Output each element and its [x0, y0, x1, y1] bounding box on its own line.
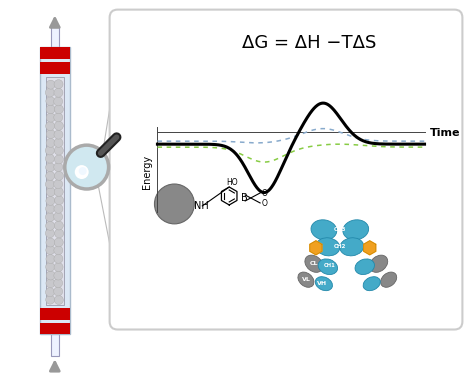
Ellipse shape — [355, 259, 375, 274]
Text: VH: VH — [317, 281, 327, 286]
Ellipse shape — [370, 255, 388, 272]
Circle shape — [46, 221, 55, 230]
Bar — [46, 77, 64, 305]
Text: HO: HO — [226, 178, 238, 187]
Text: CH3: CH3 — [333, 227, 346, 232]
Circle shape — [54, 130, 63, 139]
Ellipse shape — [318, 259, 338, 274]
Circle shape — [54, 212, 63, 221]
Text: Time: Time — [430, 128, 460, 138]
Circle shape — [54, 113, 63, 122]
Circle shape — [54, 180, 63, 188]
Circle shape — [46, 163, 55, 172]
Text: O: O — [262, 199, 268, 208]
Circle shape — [55, 171, 64, 180]
Circle shape — [46, 279, 55, 288]
Ellipse shape — [316, 238, 340, 256]
Text: O: O — [262, 190, 268, 198]
Text: CL: CL — [310, 261, 318, 266]
Text: ΔG = ΔH −TΔS: ΔG = ΔH −TΔS — [242, 34, 376, 52]
Circle shape — [46, 130, 55, 139]
Circle shape — [45, 213, 55, 222]
Circle shape — [45, 229, 54, 238]
Circle shape — [54, 279, 63, 288]
Bar — [51, 334, 59, 356]
Circle shape — [45, 288, 55, 297]
Polygon shape — [310, 241, 322, 255]
Circle shape — [46, 172, 55, 180]
Bar — [40, 63, 70, 74]
Circle shape — [155, 184, 194, 224]
Text: B: B — [241, 193, 248, 203]
Circle shape — [46, 138, 55, 147]
Ellipse shape — [343, 220, 368, 240]
Circle shape — [54, 97, 63, 106]
Circle shape — [75, 165, 89, 179]
Circle shape — [46, 187, 55, 196]
Circle shape — [46, 254, 55, 264]
Ellipse shape — [315, 277, 333, 291]
Circle shape — [65, 145, 109, 189]
Ellipse shape — [381, 272, 396, 287]
Ellipse shape — [305, 255, 323, 272]
Text: CH2: CH2 — [333, 244, 346, 249]
Circle shape — [54, 254, 63, 263]
Text: CH1: CH1 — [324, 263, 336, 268]
Circle shape — [55, 155, 64, 164]
FancyBboxPatch shape — [110, 10, 462, 329]
Circle shape — [54, 88, 63, 97]
Circle shape — [55, 196, 64, 205]
Ellipse shape — [298, 272, 314, 287]
Circle shape — [46, 80, 55, 89]
Circle shape — [46, 97, 55, 106]
Circle shape — [46, 105, 55, 114]
Bar — [51, 26, 59, 48]
Circle shape — [54, 146, 64, 155]
Circle shape — [46, 113, 55, 122]
Circle shape — [54, 204, 63, 213]
Text: NH: NH — [194, 201, 209, 211]
Circle shape — [55, 229, 64, 238]
Circle shape — [45, 154, 54, 163]
Circle shape — [54, 162, 63, 172]
Circle shape — [54, 121, 64, 130]
Circle shape — [46, 295, 55, 304]
Circle shape — [46, 238, 55, 247]
Circle shape — [54, 263, 63, 271]
Bar — [40, 323, 70, 334]
Ellipse shape — [363, 277, 380, 291]
Text: Energy: Energy — [142, 155, 153, 189]
Circle shape — [46, 262, 55, 271]
Circle shape — [54, 187, 63, 196]
Circle shape — [46, 271, 55, 280]
Circle shape — [46, 204, 55, 213]
Circle shape — [55, 105, 64, 114]
Circle shape — [54, 296, 64, 305]
Bar — [40, 48, 70, 334]
Circle shape — [54, 271, 63, 280]
Circle shape — [45, 180, 54, 189]
Ellipse shape — [340, 238, 364, 256]
Circle shape — [46, 196, 55, 205]
Text: VL: VL — [302, 277, 311, 282]
Circle shape — [54, 246, 63, 255]
Circle shape — [54, 138, 63, 147]
Bar — [40, 48, 70, 60]
Bar — [40, 308, 70, 320]
Circle shape — [46, 121, 55, 130]
Circle shape — [46, 245, 55, 254]
Polygon shape — [364, 241, 376, 255]
Circle shape — [54, 287, 63, 296]
Ellipse shape — [311, 220, 337, 240]
Circle shape — [54, 238, 63, 247]
Circle shape — [45, 88, 54, 97]
Circle shape — [54, 221, 64, 230]
Circle shape — [79, 167, 87, 175]
Circle shape — [45, 146, 54, 155]
Circle shape — [54, 80, 63, 89]
